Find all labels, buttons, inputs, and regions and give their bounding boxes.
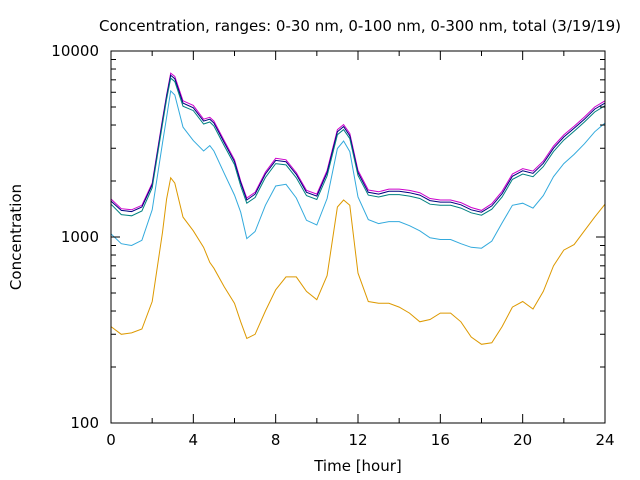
chart-title: Concentration, ranges: 0-30 nm, 0-100 nm… [99,17,621,35]
y-tick-label: 10000 [51,42,99,60]
series-line-5 [110,176,606,345]
y-axis-label: Concentration [7,184,25,290]
x-tick-label: 20 [513,431,532,449]
series-line-2 [110,74,606,213]
x-tick-label: 8 [271,431,281,449]
plot-lines [110,72,606,345]
x-axis-label: Time [hour] [313,457,402,475]
x-tick-label: 24 [595,431,614,449]
axis-ticks: 0 4 8 12 16 20 24 100 1000 10000 [51,42,614,449]
series-line-3 [110,77,606,217]
x-tick-label: 4 [189,431,199,449]
x-tick-label: 0 [106,431,116,449]
x-tick-label: 16 [431,431,450,449]
y-tick-label: 100 [70,414,99,432]
series-line-1 [110,72,606,211]
series-line-4 [110,89,606,249]
y-tick-label: 1000 [61,228,99,246]
x-tick-label: 12 [348,431,367,449]
